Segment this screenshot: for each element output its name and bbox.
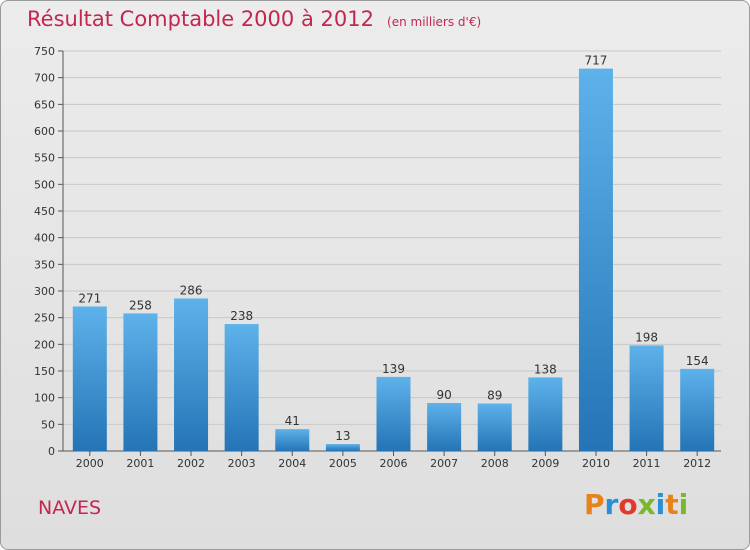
x-tick-label: 2005 [329,457,357,470]
bar-2011 [629,345,664,451]
y-tick-label: 250 [34,312,55,325]
y-tick-label: 650 [34,98,55,111]
y-tick-label: 0 [48,445,55,458]
bar-2010 [578,68,613,451]
x-tick-label: 2011 [633,457,661,470]
x-tick-label: 2008 [481,457,509,470]
bar-value-label: 139 [382,362,405,376]
bar-2000 [72,306,107,451]
bar-2005 [325,444,360,451]
bar-2007 [427,403,462,451]
x-tick-label: 2002 [177,457,205,470]
y-tick-label: 100 [34,392,55,405]
bar-value-label: 238 [230,309,253,323]
logo-letter: i [678,488,689,521]
commune-name: NAVES [38,497,102,519]
bar-2006 [376,376,411,451]
logo-letter: r [604,488,619,521]
bar-2003 [224,324,259,451]
bar-2001 [123,313,158,451]
bar-value-label: 258 [129,298,152,312]
bar-2008 [477,403,512,451]
y-tick-label: 600 [34,125,55,138]
bar-value-label: 89 [487,389,502,403]
labels: 0 50 100 150 200 250 300 350 400 450 500 550 600 650 7… [34,45,711,470]
bar-value-label: 41 [285,414,300,428]
x-tick-label: 2007 [430,457,458,470]
logo-letter: o [618,488,638,521]
x-tick-label: 2001 [126,457,154,470]
y-tick-label: 750 [34,45,55,58]
x-tick-label: 2010 [582,457,610,470]
bar-2012 [680,368,715,451]
x-tick-label: 2009 [531,457,559,470]
logo-letter: x [637,488,656,521]
x-tick-label: 2000 [76,457,104,470]
bar-value-label: 90 [436,388,451,402]
y-tick-label: 400 [34,232,55,245]
bar-value-label: 138 [534,362,557,376]
y-tick-label: 50 [41,418,55,431]
logo-letter: t [665,488,679,521]
chart-title-unit: (en milliers d'€) [387,15,482,29]
y-tick-label: 500 [34,178,55,191]
y-tick-label: 300 [34,285,55,298]
bars [72,68,715,451]
logo-letter: i [655,488,666,521]
y-tick-label: 350 [34,258,55,271]
bar-value-label: 198 [635,330,658,344]
x-tick-label: 2003 [228,457,256,470]
bar-2002 [174,298,209,451]
y-tick-label: 700 [34,72,55,85]
bar-value-label: 717 [585,54,608,68]
bar-2004 [275,429,310,451]
chart-title: Résultat Comptable 2000 à 2012 (en milli… [27,7,481,31]
bar-2009 [528,377,563,451]
x-tick-label: 2004 [278,457,306,470]
x-tick-label: 2006 [380,457,408,470]
bar-value-label: 271 [78,291,101,305]
chart-title-main: Résultat Comptable 2000 à 2012 [27,7,374,31]
bar-value-label: 13 [335,429,350,443]
bar-value-label: 286 [180,283,203,297]
logo-letter: P [584,488,605,521]
y-tick-label: 200 [34,338,55,351]
y-tick-label: 550 [34,152,55,165]
bar-value-label: 154 [686,354,709,368]
x-tick-label: 2012 [683,457,711,470]
y-tick-label: 150 [34,365,55,378]
y-tick-label: 450 [34,205,55,218]
proxiti-logo[interactable]: Proxiti [584,488,688,521]
